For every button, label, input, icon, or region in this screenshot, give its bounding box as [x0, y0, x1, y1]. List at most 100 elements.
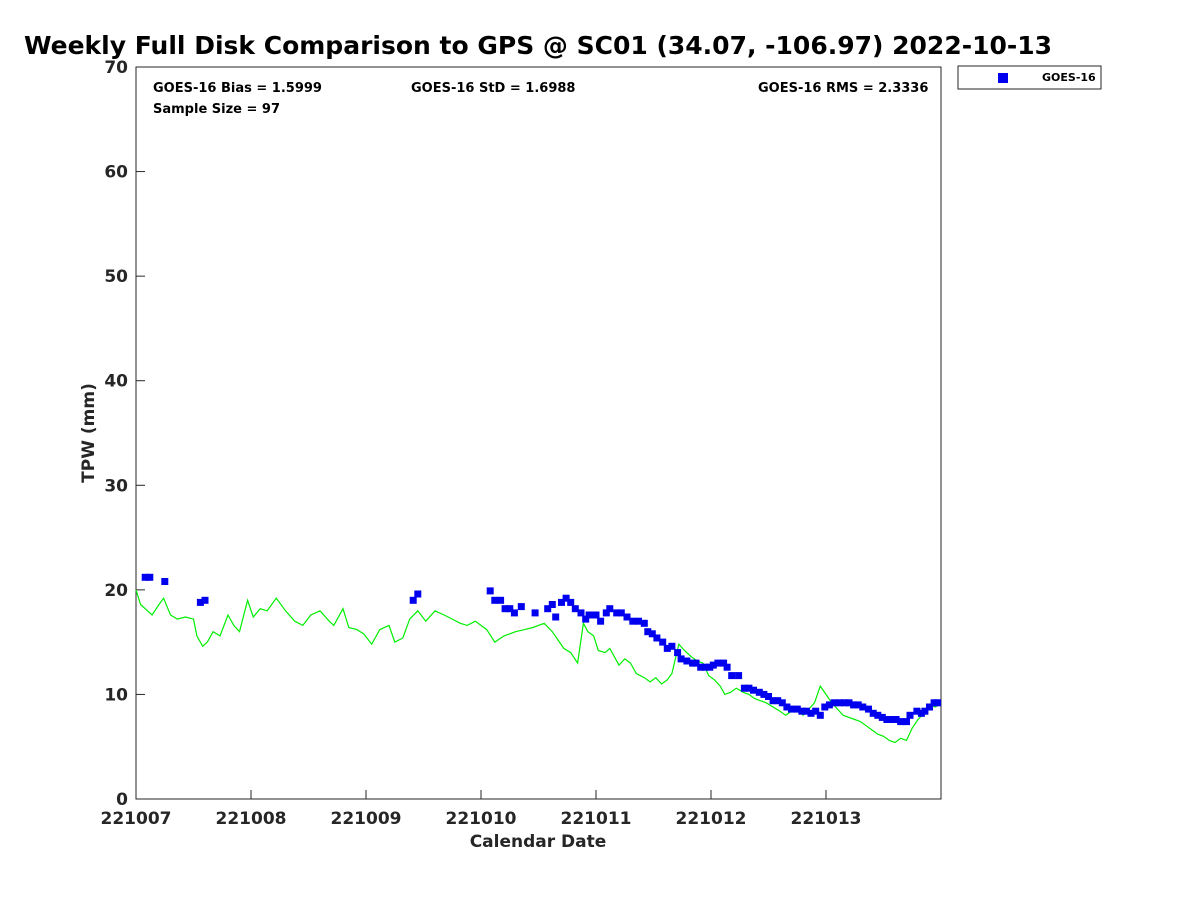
goes16-point	[517, 603, 525, 611]
goes16-point	[617, 609, 625, 617]
goes16-point	[783, 703, 791, 711]
y-tick-label: 10	[104, 685, 128, 705]
y-tick-label: 30	[104, 476, 128, 496]
goes16-point	[906, 711, 914, 719]
x-axis-label: Calendar Date	[470, 832, 607, 852]
goes16-point	[648, 630, 656, 638]
goes16-point	[501, 605, 509, 613]
goes16-point	[659, 638, 667, 646]
goes16-point	[629, 617, 637, 625]
goes16-point	[883, 716, 891, 723]
goes16-point	[506, 605, 514, 613]
goes16-point	[674, 649, 682, 657]
legend-label-goes16: GOES-16	[1042, 71, 1096, 84]
series-layer	[135, 573, 942, 744]
rms-stat: GOES-16 RMS = 2.3336	[758, 81, 928, 96]
goes16-point	[544, 605, 552, 613]
goes16-point	[562, 594, 570, 602]
goes16-point	[892, 716, 900, 723]
goes16-point	[878, 713, 886, 721]
goes16-point	[888, 716, 896, 723]
goes16-point	[146, 573, 154, 581]
goes16-point	[141, 573, 149, 581]
goes16-point	[755, 688, 763, 696]
goes16-point	[774, 697, 782, 705]
goes16-point	[409, 596, 417, 604]
std-stat: GOES-16 StD = 1.6988	[411, 81, 575, 96]
x-tick-label: 221008	[216, 809, 287, 829]
x-axis: 221007 221008 221009 221010 221011 221012 2210…	[101, 790, 862, 829]
goes16-point	[548, 601, 556, 608]
goes16-point	[714, 659, 722, 667]
goes16-point	[510, 609, 518, 617]
goes16-point	[836, 699, 844, 707]
goes16-point	[697, 663, 705, 671]
goes16-point	[778, 699, 786, 707]
goes16-point	[735, 672, 743, 680]
x-tick-label: 221007	[101, 809, 172, 829]
x-tick-label: 221012	[676, 809, 747, 829]
goes16-point	[807, 709, 815, 717]
goes16-point	[897, 718, 905, 726]
goes16-point	[765, 693, 772, 700]
goes16-point	[793, 705, 801, 713]
goes16-point	[821, 703, 829, 711]
goes16-point	[571, 605, 579, 613]
goes16-point	[865, 705, 872, 713]
goes16-point	[740, 684, 748, 692]
goes16-point	[602, 609, 610, 617]
legend-marker-goes16	[998, 73, 1008, 83]
goes16-point	[644, 628, 652, 636]
goes16-point	[816, 711, 824, 719]
goes16-point	[701, 663, 709, 671]
goes16-point	[653, 634, 661, 642]
goes16-point	[745, 684, 753, 692]
goes16-point	[760, 690, 768, 698]
goes16-point	[623, 613, 631, 621]
goes16-point	[850, 701, 858, 709]
x-tick-label: 221013	[791, 809, 862, 829]
y-tick-label: 0	[116, 790, 128, 810]
y-axis-label: TPW (mm)	[79, 383, 99, 483]
goes16-point	[552, 613, 560, 621]
goes16-point	[845, 699, 853, 707]
goes16-point	[788, 705, 795, 713]
x-tick-label: 221011	[561, 809, 632, 829]
goes16-point	[161, 578, 169, 585]
bias-stat: GOES-16 Bias = 1.5999	[153, 81, 322, 96]
goes16-point	[635, 617, 642, 625]
y-tick-label: 60	[104, 163, 128, 183]
goes16-point	[869, 709, 877, 717]
goes16-point	[802, 707, 810, 715]
goes16-point	[486, 587, 494, 595]
legend: GOES-16	[957, 65, 1102, 90]
goes16-point	[582, 615, 590, 623]
goes16-point	[585, 611, 593, 619]
goes16-point	[558, 598, 565, 606]
goes16-point	[491, 596, 499, 604]
goes16-point	[196, 598, 204, 606]
sample-size-stat: Sample Size = 97	[153, 102, 280, 117]
y-axis: 0 10 20 30 40 50 60 70	[104, 58, 145, 810]
goes16-point	[577, 609, 585, 617]
goes16-point	[592, 611, 600, 619]
goes16-point	[798, 707, 806, 715]
goes16-point	[728, 672, 736, 680]
goes16-point	[934, 699, 942, 707]
goes16-point	[683, 657, 691, 665]
gps-tpw-line	[135, 589, 940, 744]
goes16-point	[709, 661, 717, 669]
goes16-point	[497, 596, 505, 604]
goes16-point	[720, 659, 728, 667]
goes16-point	[606, 605, 614, 613]
goes16-point	[913, 707, 921, 715]
goes16-point	[921, 707, 929, 715]
goes16-point	[854, 701, 862, 709]
goes16-point	[201, 596, 209, 604]
goes16-point	[840, 699, 848, 707]
chart-title: Weekly Full Disk Comparison to GPS @ SC0…	[24, 31, 1052, 60]
plot-area	[135, 66, 942, 800]
goes16-point	[812, 707, 820, 715]
goes16-point	[677, 655, 685, 663]
goes16-point	[663, 644, 671, 652]
